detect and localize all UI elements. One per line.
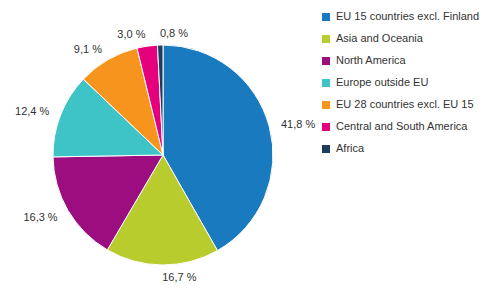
html-text:Europe outside EU: Europe outside EU	[336, 76, 429, 88]
html-text:EU 15 countries excl. Finland: EU 15 countries excl. Finland	[336, 10, 480, 22]
svg-text:0,8 %: 0,8 %	[160, 27, 188, 39]
svg-text:16,7 %: 16,7 %	[162, 271, 196, 283]
svg-text:3,0 %: 3,0 %	[117, 28, 145, 40]
svg-text:12,4 %: 12,4 %	[15, 105, 49, 117]
html-text:Africa: Africa	[336, 142, 365, 154]
svg-text:16,3 %: 16,3 %	[23, 211, 57, 223]
html-text:EU 28 countries excl. EU 15: EU 28 countries excl. EU 15	[336, 98, 474, 110]
svg-text:9,1 %: 9,1 %	[74, 43, 102, 55]
html-text:Central and South America: Central and South America	[336, 120, 468, 132]
svg-text:41,8 %: 41,8 %	[281, 118, 315, 130]
html-text:Asia and Oceania: Asia and Oceania	[336, 32, 423, 44]
html-text:North America: North America	[336, 54, 406, 66]
